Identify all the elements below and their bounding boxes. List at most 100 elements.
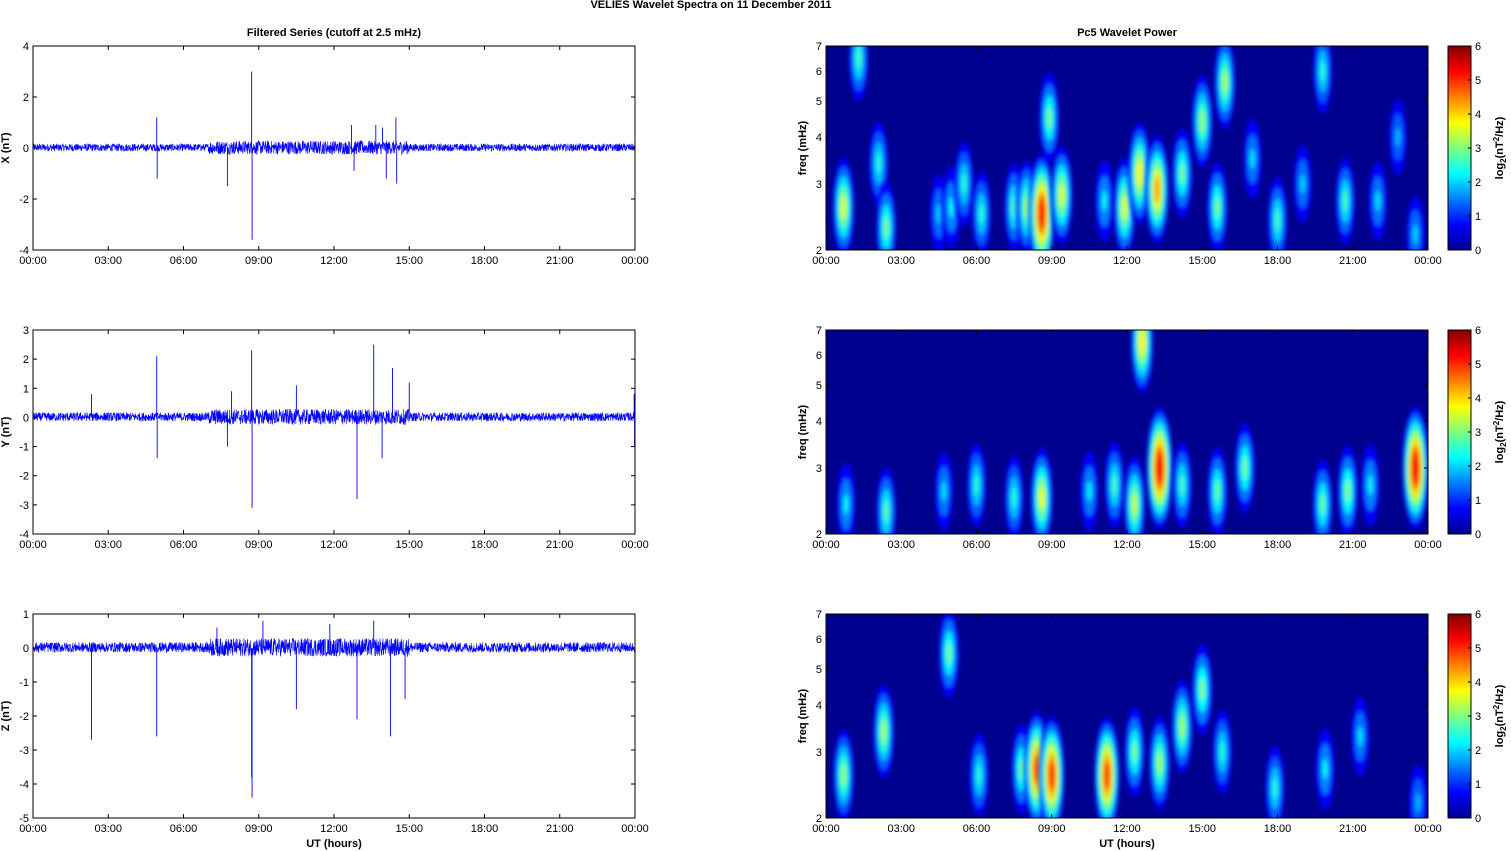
x-tick-label: 12:00 [1113, 255, 1141, 267]
y-axis-label: freq (mHz) [797, 120, 809, 175]
power-hotspot [1214, 46, 1236, 130]
power-hotspot [832, 158, 855, 250]
y-tick-label: 4 [816, 132, 822, 144]
power-hotspot [1402, 406, 1428, 530]
x-tick-label: 00:00 [621, 539, 649, 551]
x-tick-label: 21:00 [1339, 823, 1367, 835]
x-tick-label: 15:00 [395, 539, 423, 551]
power-hotspot [1207, 446, 1228, 534]
x-tick-label: 00:00 [19, 539, 47, 551]
power-hotspot [969, 733, 989, 818]
y-tick-label: 6 [816, 350, 822, 362]
y-tick-label: 3 [816, 179, 822, 191]
x-tick-label: 03:00 [94, 255, 122, 267]
power-hotspot [1004, 455, 1024, 534]
power-panel-z-power: 2 3 4 5 6 7 00:00 03:00 06:00 09:00 12:00 15:00 18:0… [797, 609, 1508, 850]
y-tick-label: 3 [816, 747, 822, 759]
x-tick-label: 21:00 [546, 539, 574, 551]
power-hotspot [938, 614, 959, 699]
y-tick-label: -1 [19, 677, 29, 689]
y-tick-label: 1 [23, 609, 29, 621]
x-tick-label: 18:00 [471, 539, 499, 551]
panels-group: -4 -2 0 2 4 00:00 03:00 06:00 09:00 12:00 15:00 18:… [0, 41, 1508, 850]
power-contour [883, 215, 889, 239]
y-tick-label: 3 [23, 325, 29, 337]
x-tick-label: 09:00 [1038, 823, 1066, 835]
series-line [32, 408, 636, 426]
power-contour [1011, 487, 1017, 509]
series-line [32, 139, 636, 156]
power-hotspot [1315, 728, 1335, 810]
colorbar-gradient [1447, 329, 1472, 535]
colorbar-tick-label: 6 [1475, 325, 1481, 337]
power-panel-y-power: 2 3 4 5 6 7 00:00 03:00 06:00 09:00 12:00 15:00 18:0… [797, 325, 1508, 551]
colorbar-tick-label: 4 [1475, 677, 1481, 689]
power-hotspot [1192, 75, 1213, 168]
power-hotspot [1172, 441, 1192, 529]
y-tick-label: 5 [816, 96, 822, 108]
power-contour [1199, 110, 1205, 134]
power-hotspot [954, 141, 974, 226]
x-tick-label: 09:00 [1038, 255, 1066, 267]
y-tick-label: -4 [19, 245, 29, 257]
y-tick-label: 2 [23, 92, 29, 104]
power-hotspot [1130, 330, 1154, 394]
x-tick-label: 09:00 [245, 539, 273, 551]
power-hotspot [833, 729, 854, 818]
power-contour [1412, 452, 1419, 484]
y-tick-label: 7 [816, 41, 822, 53]
power-contour [949, 197, 954, 218]
hotspots-group [836, 330, 1428, 534]
power-hotspot [1128, 122, 1151, 225]
power-contour [1103, 760, 1111, 790]
power-hotspot [1234, 422, 1255, 513]
x-tick-label: 03:00 [887, 539, 915, 551]
x-tick-label: 21:00 [1339, 255, 1367, 267]
power-contour [976, 764, 982, 786]
y-tick-label: 5 [816, 664, 822, 676]
power-contour [883, 500, 889, 523]
y-tick-label: 5 [816, 380, 822, 392]
x-tick-label: 00:00 [621, 823, 649, 835]
power-hotspot [1028, 153, 1055, 250]
power-hotspot [934, 451, 953, 531]
x-tick-label: 09:00 [245, 823, 273, 835]
power-hotspot [1207, 162, 1228, 250]
x-axis-label: UT (hours) [306, 838, 362, 850]
power-contour [1242, 456, 1248, 480]
power-contour [881, 719, 887, 744]
x-tick-label: 12:00 [320, 823, 348, 835]
power-contour [1345, 479, 1351, 503]
x-tick-label: 06:00 [170, 823, 198, 835]
power-hotspot [1039, 72, 1060, 163]
x-tick-label: 21:00 [1339, 539, 1367, 551]
power-contour [1024, 195, 1030, 219]
power-contour [1112, 474, 1117, 496]
colorbar-tick-label: 6 [1475, 609, 1481, 621]
x-tick-label: 06:00 [170, 539, 198, 551]
y-tick-label: 2 [23, 354, 29, 366]
power-contour [1121, 194, 1128, 220]
power-contour [1131, 492, 1138, 517]
power-contour [1250, 148, 1255, 169]
power-contour [1139, 330, 1145, 355]
colorbar-gradient [1447, 613, 1472, 819]
power-hotspot [876, 182, 897, 250]
colorbar-tick-label: 0 [1475, 529, 1481, 541]
power-hotspot [836, 463, 856, 534]
power-hotspot [1409, 764, 1427, 818]
power-hotspot [1080, 451, 1099, 532]
power-contour [1033, 754, 1040, 784]
x-tick-label: 00:00 [19, 823, 47, 835]
y-tick-label: 0 [23, 143, 29, 155]
colorbar-tick-label: 0 [1475, 245, 1481, 257]
y-tick-label: 6 [816, 634, 822, 646]
y-axis-label: Z (nT) [0, 700, 12, 731]
power-contour [1300, 174, 1305, 194]
power-hotspot [1038, 716, 1065, 818]
plot-area [33, 330, 635, 534]
x-tick-label: 18:00 [1264, 823, 1292, 835]
power-hotspot [1104, 441, 1125, 529]
power-contour [1179, 715, 1185, 739]
x-tick-label: 15:00 [1188, 823, 1216, 835]
